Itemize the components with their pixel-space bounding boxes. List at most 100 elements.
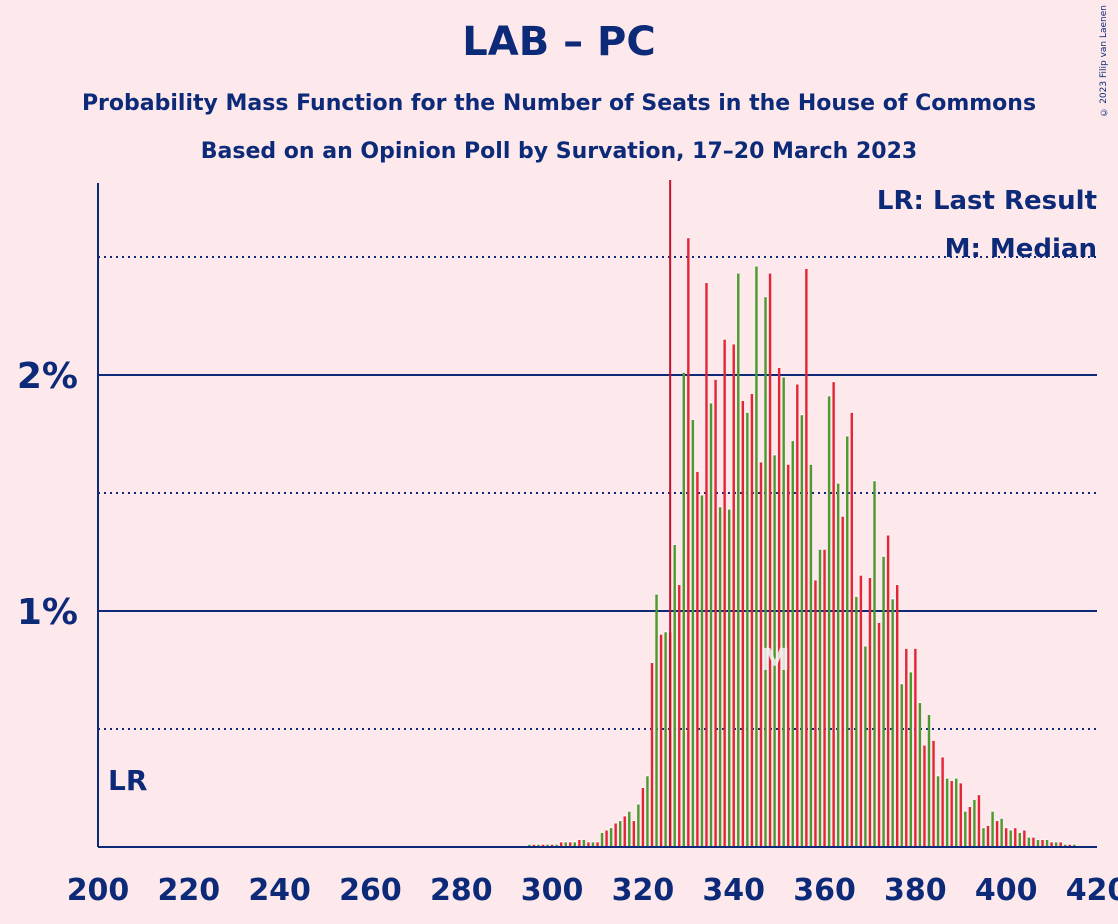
bar-cap — [973, 798, 976, 800]
bar-cap — [614, 822, 617, 824]
bar — [941, 757, 944, 847]
bar-cap — [809, 463, 813, 465]
bar-cap — [768, 272, 772, 274]
bar — [805, 268, 808, 847]
x-tick-label: 200 — [67, 873, 130, 908]
bar — [1009, 830, 1012, 847]
bar-cap — [632, 819, 636, 822]
bar-cap — [814, 579, 817, 581]
bar-cap — [1018, 831, 1021, 833]
bar — [596, 842, 599, 847]
bar-cap — [1064, 843, 1067, 845]
bar — [836, 483, 840, 847]
bar-cap — [1054, 841, 1058, 843]
bar-cap — [1036, 838, 1040, 840]
bar — [605, 830, 608, 847]
bar — [532, 844, 536, 847]
bar — [959, 783, 962, 847]
bar-cap — [655, 593, 658, 595]
bar — [659, 634, 663, 847]
bar — [977, 795, 981, 847]
y-tick-label: 2% — [17, 356, 78, 397]
bar-cap — [796, 383, 799, 385]
bar-cap — [1000, 817, 1003, 819]
bar — [741, 400, 745, 847]
bar — [655, 594, 658, 847]
bar — [750, 393, 754, 847]
tick-labels: 1% 2% LR 200 220 240 260 280 300 320 340 360 380 400 4… — [17, 356, 1118, 908]
bar — [614, 823, 617, 847]
bar-cap — [659, 633, 663, 635]
bar — [955, 778, 958, 847]
bar-cap — [546, 843, 549, 845]
x-tick-label: 260 — [339, 873, 402, 908]
bar-cap — [855, 595, 858, 597]
bar-cap — [700, 494, 704, 496]
bar-cap — [932, 739, 935, 741]
bar-cap — [587, 841, 590, 843]
bar — [973, 799, 976, 847]
bar — [732, 344, 735, 847]
x-tick-label: 220 — [158, 873, 221, 908]
bar — [800, 415, 804, 847]
bar-cap — [900, 682, 903, 685]
bar-cap — [791, 439, 794, 442]
bar — [1004, 828, 1008, 847]
bar-cap — [1023, 829, 1026, 831]
bar — [619, 821, 622, 847]
bar-cap — [750, 392, 754, 394]
bar — [591, 842, 595, 847]
bar-cap — [859, 574, 863, 576]
chart-title: LAB – PC — [462, 19, 656, 65]
bar — [773, 455, 776, 847]
x-tick-label: 340 — [702, 873, 765, 908]
bar-cap — [637, 803, 640, 805]
bar-cap — [968, 805, 972, 807]
x-tick-label: 420 — [1066, 873, 1118, 908]
bar-cap — [864, 645, 867, 647]
bar-cap — [846, 435, 849, 437]
bar — [691, 419, 695, 847]
bar — [555, 844, 558, 847]
bar-cap — [841, 515, 844, 517]
bar-cap — [836, 482, 840, 484]
bar — [982, 828, 985, 847]
bar — [950, 780, 953, 847]
bar — [587, 842, 590, 847]
bar — [909, 672, 913, 847]
bar — [737, 273, 740, 847]
bar — [864, 646, 867, 847]
bar-cap — [927, 713, 931, 715]
bar-cap — [696, 470, 699, 472]
bar — [814, 580, 817, 847]
bar — [550, 844, 554, 847]
bar-cap — [555, 843, 558, 845]
bar — [705, 282, 708, 848]
chart-subtitle: Probability Mass Function for the Number… — [81, 91, 1037, 116]
legend-median: M: Median — [945, 234, 1097, 264]
bar-cap — [600, 831, 604, 833]
bar-cap — [873, 480, 876, 482]
bar — [859, 575, 863, 847]
bar — [582, 839, 586, 847]
bar — [559, 842, 563, 847]
bar — [746, 412, 749, 847]
bar — [927, 714, 931, 847]
bar — [886, 535, 890, 847]
bar — [673, 544, 676, 847]
bar-cap — [1032, 836, 1035, 838]
bar-cap — [991, 810, 994, 812]
bar-cap — [1068, 843, 1071, 845]
bar — [528, 844, 531, 847]
bar — [891, 599, 894, 847]
bar — [700, 495, 704, 847]
bar — [968, 806, 972, 847]
bar-cap — [1014, 826, 1017, 829]
bar — [1059, 842, 1062, 847]
bar-cap — [896, 583, 899, 586]
bar — [1045, 839, 1049, 847]
bar-cap — [737, 272, 740, 274]
bar-cap — [550, 843, 554, 845]
bar-cap — [628, 810, 631, 812]
bar — [787, 464, 790, 847]
